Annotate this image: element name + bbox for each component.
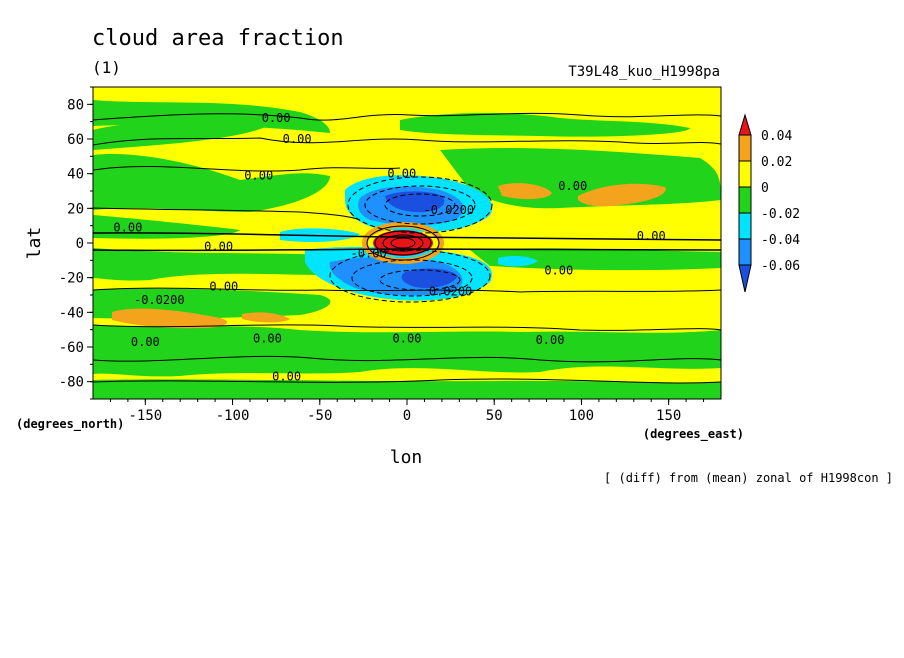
colorbar-band-orange [738,134,752,162]
colorbar-band-green [738,186,752,214]
colorbar-label: 0 [761,181,769,196]
contour-label: -0.0200 [134,293,185,307]
x-tick-label: 100 [569,408,594,424]
y-tick-label: 80 [67,97,84,113]
y-axis-title: lat [24,227,45,260]
contour-label: 0.00 [253,331,282,345]
contour-label: 0.00 [387,167,416,181]
y-tick-label: 40 [67,167,84,183]
experiment-label: T39L48_kuo_H1998pa [568,64,720,80]
x-tick-label: 150 [656,408,681,424]
y-axis: 80 60 40 20 0 -20 -40 -60 -80 [59,86,93,400]
y-tick-label: -80 [59,375,84,391]
contour-label: 0.0200 [429,285,472,299]
plot-area: 0.00 0.00 0.00 0.00 0.00 0.00 0.00 -0.0200 0.00 0… [93,87,721,399]
contour-label: -0.00 [351,246,387,260]
panel-label: (1) [92,58,121,77]
contour-label: 0.00 [113,220,142,234]
x-axis: -150 -100 -50 0 50 100 150 [109,399,705,424]
dashed-contours [329,176,493,303]
contour-label: -0.0200 [424,203,475,217]
contour-lines [93,112,721,384]
x-tick-label: -100 [216,408,250,424]
y-tick-label: 0 [76,236,84,252]
colorbar-label: 0.04 [761,129,792,144]
colorbar-band-yellow [738,160,752,188]
contour-label: 0.00 [272,369,301,383]
y-tick-label: 60 [67,132,84,148]
x-tick-label: 0 [403,408,411,424]
chart-title: cloud area fraction [92,26,344,51]
colorbar-band-cyan [738,212,752,240]
y-tick-label: -60 [59,340,84,356]
colorbar-top-triangle [738,113,752,136]
contour-label: 0.00 [393,331,422,345]
deep-blue-regions [385,191,458,288]
x-tick-label: 50 [486,408,503,424]
x-tick-label: -50 [307,408,332,424]
anomaly-contours [366,225,440,261]
y-tick-label: 20 [67,201,84,217]
y-units-label: (degrees_north) [16,417,124,432]
contour-label: 0.00 [262,111,291,125]
x-axis-title: lon [390,447,423,468]
contour-label: 0.00 [204,239,233,253]
colorbar-bottom-triangle [738,264,752,293]
x-units-label: (degrees_east) [643,427,744,442]
colorbar-labels: 0.04 0.02 0 -0.02 -0.04 -0.06 [761,129,800,274]
colorbar-label: -0.02 [761,207,800,222]
orange-anomaly-halo [362,222,444,264]
contour-label: 0.00 [131,335,160,349]
contour-label: 0.00 [244,168,273,182]
contour-label: 0.00 [209,279,238,293]
colorbar-band-blue [738,238,752,266]
colorbar-label: -0.04 [761,233,800,248]
contour-label: 0.00 [544,264,573,278]
y-tick-label: -40 [59,305,84,321]
contour-label: 0.00 [637,229,666,243]
x-tick-label: -150 [128,408,162,424]
contour-label: 0.00 [558,179,587,193]
contour-label: 0.00 [283,132,312,146]
orange-regions [112,183,666,329]
colorbar-label: -0.06 [761,259,800,274]
footnote: [ (diff) from (mean) zonal of H1998con ] [604,471,893,485]
contour-label: 0.00 [536,333,565,347]
colorbar: 0.04 0.02 0 -0.02 -0.04 -0.06 [738,113,800,293]
colorbar-label: 0.02 [761,155,792,170]
contour-labels: 0.00 0.00 0.00 0.00 0.00 0.00 0.00 -0.0200 0.00 0… [113,111,665,383]
y-tick-label: -20 [59,271,84,287]
